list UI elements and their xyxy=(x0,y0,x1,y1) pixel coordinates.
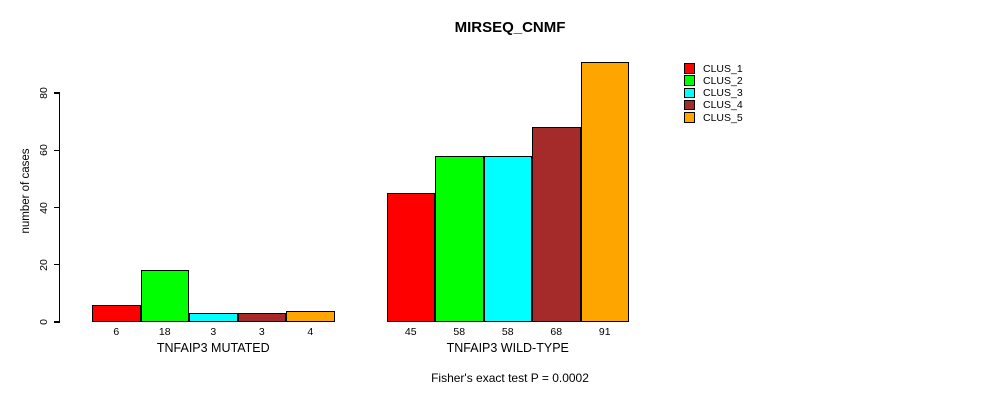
bar-value-label: 58 xyxy=(453,326,466,338)
y-tick-mark xyxy=(54,264,60,266)
y-tick-label: 20 xyxy=(38,258,50,271)
group-label-wildtype: TNFAIP3 WILD-TYPE xyxy=(446,341,569,355)
y-axis-label: number of cases xyxy=(20,148,32,234)
bar-value-label: 4 xyxy=(307,326,314,338)
legend-label: CLUS_2 xyxy=(703,74,743,87)
y-tick-label: 40 xyxy=(38,201,50,214)
bar-value-label: 45 xyxy=(404,326,417,338)
bar-clus_2-group0 xyxy=(140,270,189,322)
y-tick-mark xyxy=(54,206,60,209)
legend-swatch-clus_3 xyxy=(684,87,695,99)
y-tick-mark xyxy=(54,149,60,151)
bar-clus_1-group1 xyxy=(386,193,435,322)
legend-label: CLUS_5 xyxy=(703,111,743,124)
y-tick-mark xyxy=(54,92,60,94)
legend-label: CLUS_3 xyxy=(703,87,743,100)
legend-label: CLUS_1 xyxy=(703,62,743,75)
bar-clus_4-group1 xyxy=(532,127,581,322)
bar-value-label: 91 xyxy=(598,326,611,338)
bar-clus_3-group0 xyxy=(189,313,238,322)
bar-clus_5-group1 xyxy=(580,61,629,322)
bar-clus_5-group0 xyxy=(286,310,335,322)
bar-clus_2-group1 xyxy=(435,155,484,322)
y-tick-label: 60 xyxy=(38,144,50,157)
bar-value-label: 6 xyxy=(113,326,120,338)
bar-clus_1-group0 xyxy=(92,304,141,322)
legend-swatch-clus_1 xyxy=(684,63,695,74)
bar-clus_4-group0 xyxy=(237,313,286,322)
y-tick-mark xyxy=(54,321,60,323)
bar-value-label: 3 xyxy=(258,326,265,338)
y-tick-label: 0 xyxy=(38,319,50,325)
legend-swatch-clus_4 xyxy=(684,99,695,111)
bar-value-label: 68 xyxy=(550,326,563,338)
bar-value-label: 58 xyxy=(501,326,514,338)
bar-value-label: 18 xyxy=(158,326,171,338)
legend-swatch-clus_5 xyxy=(684,112,695,123)
legend-swatch-clus_2 xyxy=(684,75,695,86)
bar-value-label: 3 xyxy=(210,326,217,338)
y-tick-label: 80 xyxy=(38,87,50,99)
bar-clus_3-group1 xyxy=(483,155,532,322)
group-label-mutated: TNFAIP3 MUTATED xyxy=(156,341,270,355)
chart-subtitle: Fisher's exact test P = 0.0002 xyxy=(431,371,589,385)
legend-label: CLUS_4 xyxy=(703,99,743,112)
chart-title: MIRSEQ_CNMF xyxy=(454,19,566,36)
